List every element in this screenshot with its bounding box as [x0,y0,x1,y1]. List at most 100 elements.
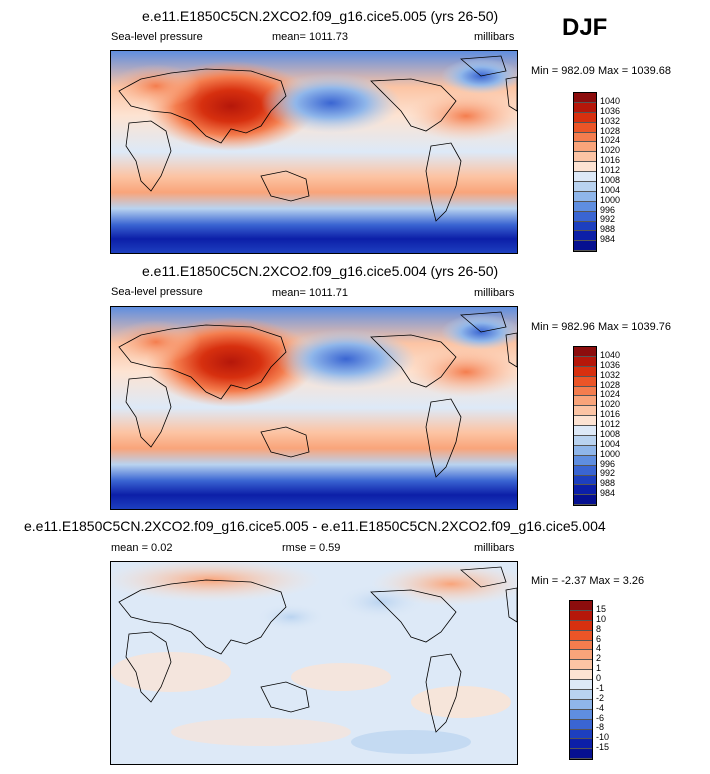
p1-swatch-15 [574,241,596,252]
p3-colorbar-tick-label: -10 [596,732,610,743]
p2-swatch-3 [574,376,596,387]
p2-swatch-2 [574,366,596,377]
p1-swatch-11 [574,201,596,212]
p3-colorbar-tick-label: 8 [596,623,602,634]
p2-swatch-15 [574,495,596,506]
p3-colorbar-tick-label: -15 [596,742,610,753]
p2-colorbar-tick-label: 1012 [600,419,621,429]
p2-colorbar-tick-label: 996 [600,458,616,469]
p2-swatch-5 [574,396,596,407]
p1-swatch-5 [574,142,596,153]
panel3-mean: mean = 0.02 [111,542,173,554]
panel1-variable: Sea-level pressure [111,31,203,43]
panel1-title: e.e11.E1850C5CN.2XCO2.f09_g16.cice5.005 … [142,8,499,24]
panel2-mean: mean= 1011.71 [272,287,348,299]
p1-colorbar-tick-label: 1004 [600,184,621,195]
p2-swatch-12 [574,465,596,476]
panel1-colorbar [573,92,597,252]
p3-swatch-11 [570,709,592,720]
p1-colorbar-tick-label: 1012 [600,165,621,175]
season-label: DJF [562,14,608,41]
panel2-map [110,306,518,510]
panel1-units: millibars [474,31,515,43]
p1-swatch-13 [574,221,596,232]
p1-swatch-14 [574,231,596,242]
p2-swatch-13 [574,475,596,486]
panel2-colorbar [573,346,597,506]
p1-swatch-8 [574,172,596,183]
p1-colorbar-tick-label: 1016 [600,155,621,166]
panel3-colorbar [569,600,593,760]
p1-colorbar-tick-label: 1040 [600,95,621,106]
p3-swatch-12 [570,719,592,730]
p1-colorbar-tick-label: 1024 [600,135,621,146]
panel3-rmse: rmse = 0.59 [282,542,341,554]
p1-colorbar-tick-label: 1032 [600,115,621,126]
panel3-range: Min = -2.37 Max = 3.26 [531,575,645,587]
p2-colorbar-tick-label: 1024 [600,389,621,400]
p1-swatch-9 [574,182,596,192]
p3-colorbar-tick-label: 0 [596,673,602,683]
panel2-units: millibars [474,287,515,299]
p1-swatch-4 [574,132,596,143]
p2-colorbar-tick-label: 1008 [600,428,621,439]
p2-colorbar-tick-label: 1040 [600,349,621,360]
p1-swatch-12 [574,211,596,222]
p2-colorbar-tick-label: 1020 [600,399,621,410]
p2-swatch-14 [574,485,596,496]
panel1-map [110,50,518,254]
p1-colorbar-tick-label: 984 [600,234,616,245]
p1-swatch-3 [574,122,596,133]
p1-swatch-10 [574,191,596,202]
panel3-units: millibars [474,542,515,554]
p3-colorbar-tick-label: -4 [596,702,605,713]
p2-swatch-10 [574,445,596,456]
p3-swatch-1 [570,610,592,621]
p1-colorbar-tick-label: 996 [600,204,616,215]
p3-colorbar-tick-label: -6 [596,712,605,723]
p2-colorbar-tick-label: 1036 [600,359,621,370]
p3-swatch-8 [570,680,592,691]
p3-colorbar-tick-label: 15 [596,603,607,614]
p2-swatch-4 [574,386,596,397]
panel3-map [110,561,518,765]
p2-swatch-6 [574,406,596,417]
p3-swatch-9 [570,690,592,700]
p2-colorbar-tick-label: 988 [600,478,616,489]
p1-swatch-0 [574,93,596,103]
p2-swatch-7 [574,416,596,427]
p3-colorbar-tick-label: 2 [596,653,602,664]
p3-colorbar-tick-label: 6 [596,633,602,644]
panel2-range: Min = 982.96 Max = 1039.76 [531,321,672,333]
p1-swatch-7 [574,162,596,173]
panel2-variable: Sea-level pressure [111,286,203,298]
p3-colorbar-tick-label: -2 [596,692,605,703]
p1-colorbar-tick-label: 1008 [600,174,621,185]
p3-swatch-2 [570,620,592,631]
p3-swatch-10 [570,699,592,710]
p2-colorbar-tick-label: 1028 [600,379,621,390]
p1-colorbar-tick-label: 992 [600,214,616,225]
p1-swatch-1 [574,102,596,113]
p2-swatch-0 [574,347,596,357]
p1-colorbar-tick-label: 1036 [600,105,621,116]
p3-colorbar-tick-label: 1 [596,663,602,674]
p3-colorbar-tick-label: 10 [596,613,607,624]
p3-swatch-15 [570,749,592,760]
p1-swatch-6 [574,152,596,163]
p3-colorbar-tick-label: -1 [596,682,605,693]
panel1-range: Min = 982.09 Max = 1039.68 [531,65,672,77]
p1-colorbar-tick-label: 1000 [600,194,621,205]
p2-colorbar-tick-label: 984 [600,488,616,499]
p3-swatch-13 [570,729,592,740]
p3-colorbar-tick-label: 4 [596,643,602,654]
p3-swatch-4 [570,640,592,651]
p2-swatch-11 [574,455,596,466]
p3-swatch-6 [570,660,592,671]
p3-swatch-14 [570,739,592,750]
panel1-mean: mean= 1011.73 [272,31,348,43]
p3-swatch-0 [570,601,592,611]
p2-swatch-8 [574,426,596,437]
p3-colorbar-tick-label: -8 [596,722,605,733]
p2-colorbar-tick-label: 1016 [600,409,621,420]
